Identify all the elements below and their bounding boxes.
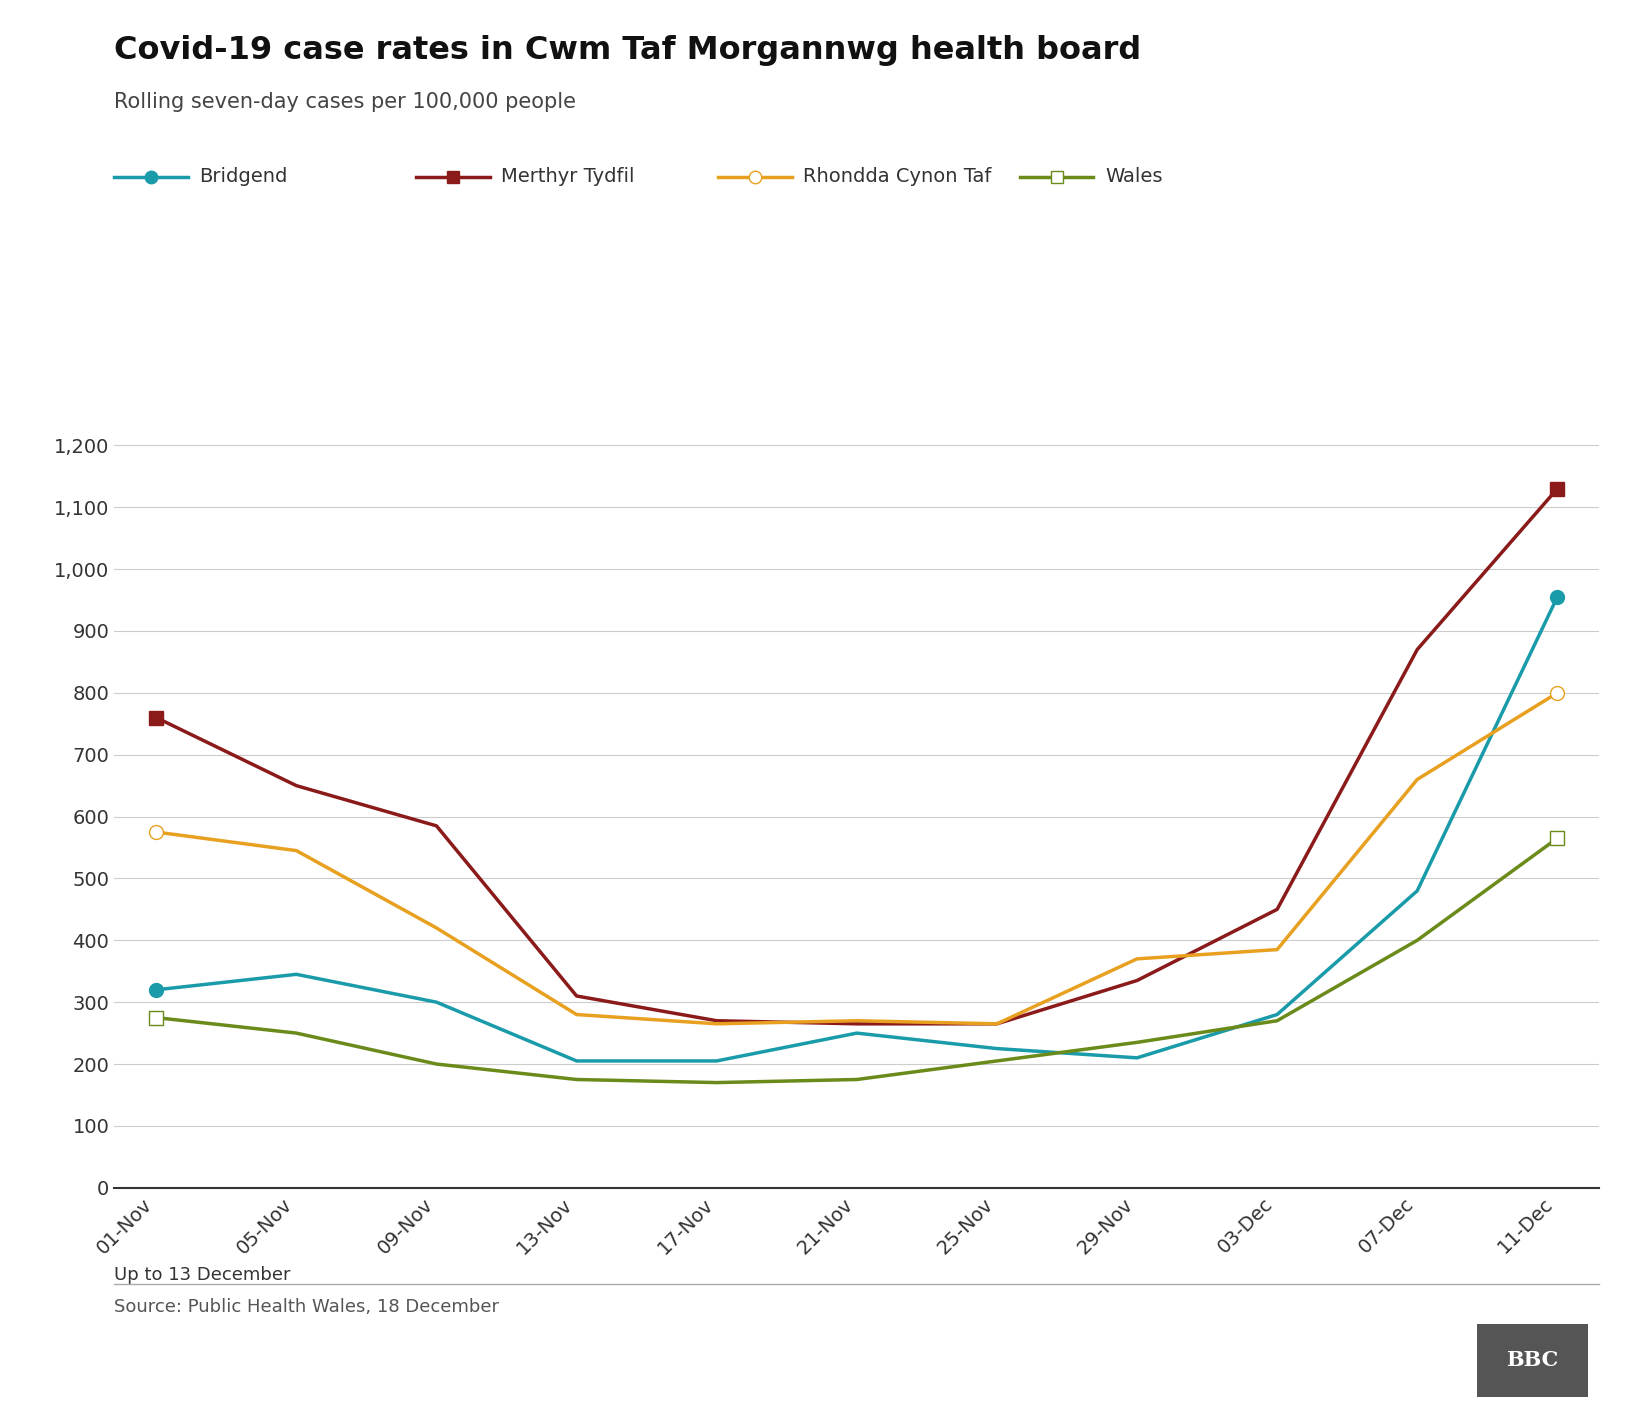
Text: Wales: Wales (1105, 167, 1162, 187)
Text: Merthyr Tydfil: Merthyr Tydfil (501, 167, 635, 187)
Text: Rhondda Cynon Taf: Rhondda Cynon Taf (803, 167, 991, 187)
Text: BBC: BBC (1506, 1350, 1559, 1370)
Text: Up to 13 December: Up to 13 December (114, 1266, 290, 1284)
Text: Source: Public Health Wales, 18 December: Source: Public Health Wales, 18 December (114, 1298, 499, 1316)
Text: Rolling seven-day cases per 100,000 people: Rolling seven-day cases per 100,000 peop… (114, 92, 576, 112)
Text: Covid-19 case rates in Cwm Taf Morgannwg health board: Covid-19 case rates in Cwm Taf Morgannwg… (114, 35, 1141, 66)
Text: Bridgend: Bridgend (199, 167, 287, 187)
